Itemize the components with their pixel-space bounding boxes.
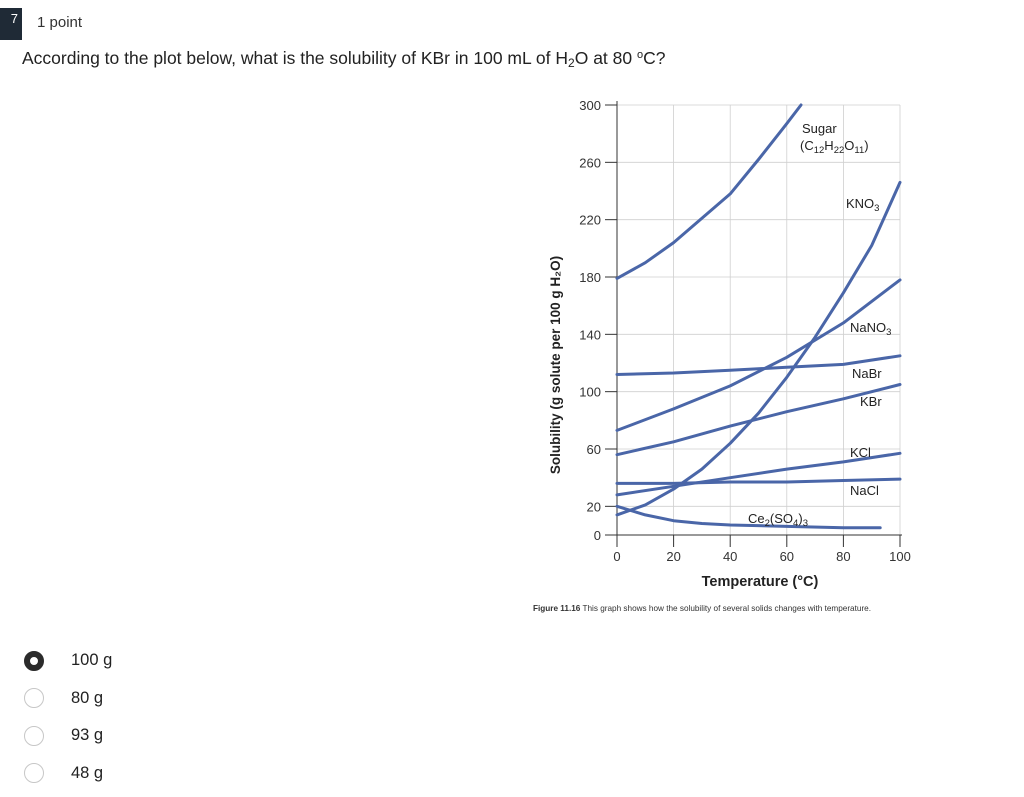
x-tick-label: 40 — [723, 549, 737, 564]
radio-button[interactable] — [24, 688, 44, 709]
series-line-kcl — [615, 451, 902, 497]
caption-figure-number: Figure 11.16 — [533, 604, 581, 613]
question-text: According to the plot below, what is the… — [22, 48, 666, 70]
x-tick-label: 80 — [836, 549, 850, 564]
option-label: 48 g — [71, 763, 104, 782]
series-line-kno3 — [615, 180, 902, 517]
points-label: 1 point — [37, 14, 83, 31]
series-line-kbr — [615, 383, 902, 457]
option-label: 80 g — [71, 688, 104, 707]
series-line-nano3 — [615, 278, 902, 432]
option-100g[interactable]: 100 g — [24, 642, 112, 680]
solubility-chart: Solubility (g solute per 100 g H₂O) Temp… — [548, 98, 911, 590]
x-tick-label: 0 — [613, 549, 620, 564]
caption-text: This graph shows how the solubility of s… — [580, 604, 871, 613]
option-80g[interactable]: 80 g — [24, 680, 112, 718]
option-label: 100 g — [71, 651, 113, 670]
series-label: Sugar — [802, 121, 837, 136]
radio-button[interactable] — [24, 763, 44, 784]
series-label: KNO3 — [846, 196, 879, 214]
option-93g[interactable]: 93 g — [24, 717, 112, 755]
y-tick-label: 60 — [587, 442, 601, 457]
series-line-nacl — [615, 477, 902, 485]
y-tick-label: 140 — [579, 327, 601, 342]
series-label: KBr — [860, 394, 882, 409]
radio-button[interactable] — [24, 725, 44, 746]
x-axis-label: Temperature (°C) — [702, 574, 819, 590]
y-tick-label: 100 — [579, 385, 601, 400]
answer-options: 100 g 80 g 93 g 48 g — [24, 642, 112, 792]
x-tick-label: 60 — [780, 549, 794, 564]
series-label: NaNO3 — [850, 320, 891, 338]
option-label: 93 g — [71, 726, 104, 745]
series-line-ce2-so4-3 — [615, 504, 882, 530]
series-label: NaCl — [850, 483, 879, 498]
y-tick-label: 300 — [579, 98, 601, 113]
y-tick-label: 20 — [587, 499, 601, 514]
series-label: NaBr — [852, 366, 882, 381]
option-48g[interactable]: 48 g — [24, 755, 112, 793]
question-number: 7 — [0, 8, 22, 40]
series-line-sugar-c12h22o11- — [615, 103, 803, 280]
y-tick-label: 260 — [579, 155, 601, 170]
figure-caption: Figure 11.16 This graph shows how the so… — [533, 603, 883, 615]
series-line-nabr — [615, 354, 902, 376]
radio-button[interactable] — [24, 650, 44, 671]
series-label-formula: (C12H22O11) — [800, 138, 869, 156]
y-tick-label: 180 — [579, 270, 601, 285]
x-tick-label: 100 — [889, 549, 911, 564]
x-tick-label: 20 — [666, 549, 680, 564]
y-tick-label: 0 — [594, 528, 601, 543]
series-label: KCl — [850, 445, 871, 460]
series-label: Ce2(SO4)3 — [748, 511, 808, 529]
y-axis-label: Solubility (g solute per 100 g H₂O) — [548, 256, 563, 474]
y-tick-label: 220 — [579, 213, 601, 228]
